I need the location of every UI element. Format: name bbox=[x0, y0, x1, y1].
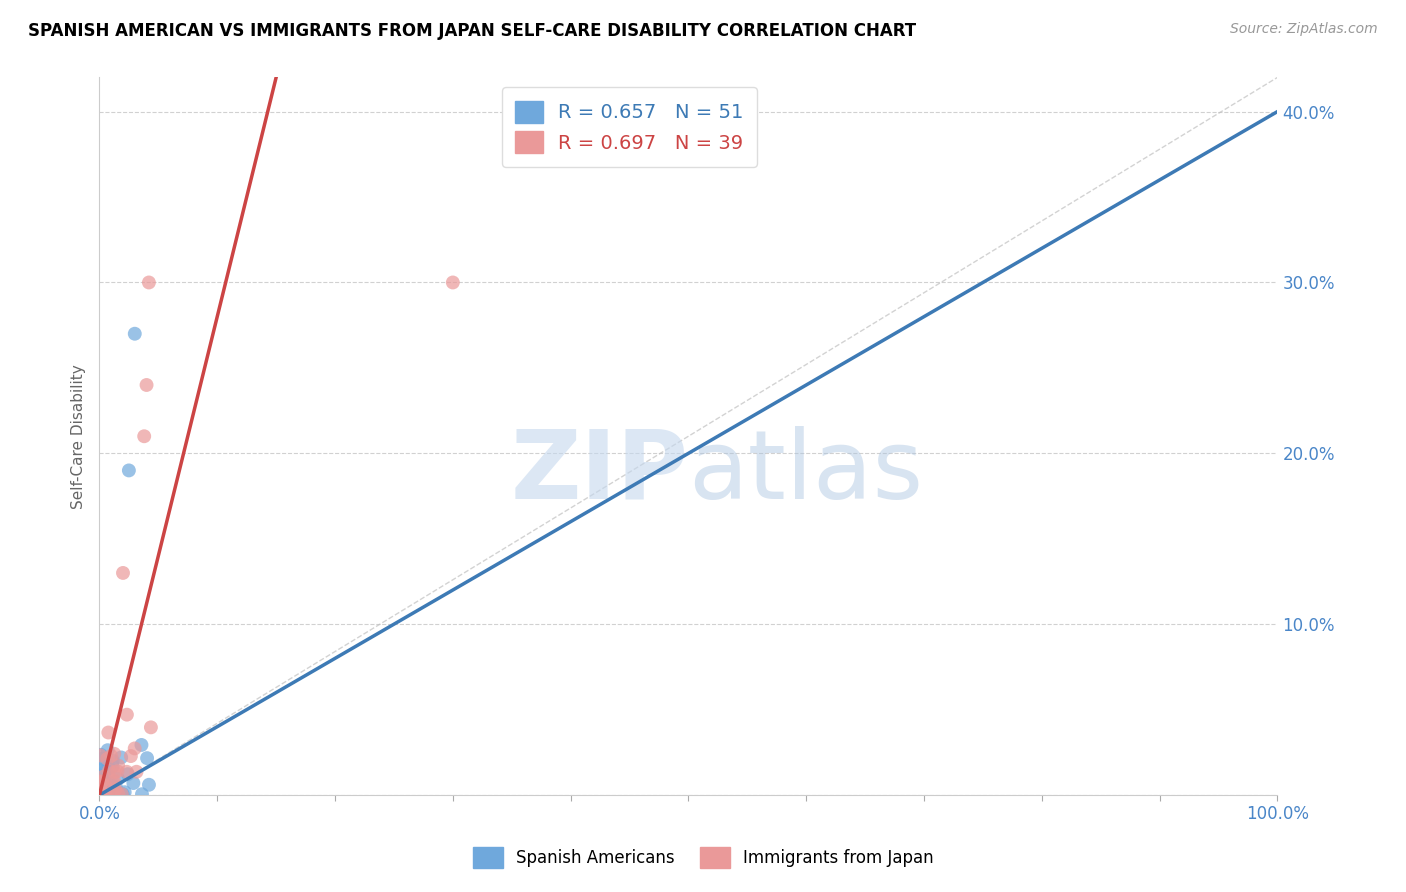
Text: SPANISH AMERICAN VS IMMIGRANTS FROM JAPAN SELF-CARE DISABILITY CORRELATION CHART: SPANISH AMERICAN VS IMMIGRANTS FROM JAPA… bbox=[28, 22, 917, 40]
Spanish Americans bbox=[97, 774, 120, 789]
Immigrants from Japan bbox=[89, 777, 111, 791]
Immigrants from Japan bbox=[101, 787, 124, 801]
Immigrants from Japan bbox=[135, 378, 157, 392]
Immigrants from Japan bbox=[89, 748, 111, 763]
Immigrants from Japan bbox=[91, 787, 114, 801]
Spanish Americans bbox=[94, 763, 117, 777]
Spanish Americans bbox=[131, 738, 153, 752]
Spanish Americans bbox=[93, 776, 115, 790]
Immigrants from Japan bbox=[125, 764, 148, 779]
Immigrants from Japan bbox=[94, 787, 117, 801]
Spanish Americans bbox=[89, 787, 111, 801]
Spanish Americans bbox=[89, 787, 111, 801]
Spanish Americans bbox=[89, 787, 111, 801]
Spanish Americans bbox=[93, 770, 115, 784]
Spanish Americans bbox=[90, 781, 112, 796]
Immigrants from Japan bbox=[89, 777, 111, 791]
Y-axis label: Self-Care Disability: Self-Care Disability bbox=[72, 364, 86, 508]
Immigrants from Japan bbox=[120, 749, 142, 764]
Spanish Americans bbox=[90, 787, 112, 801]
Spanish Americans bbox=[136, 751, 159, 765]
Spanish Americans bbox=[97, 743, 120, 757]
Immigrants from Japan bbox=[94, 787, 117, 801]
Immigrants from Japan bbox=[111, 566, 134, 580]
Immigrants from Japan bbox=[115, 707, 138, 722]
Immigrants from Japan bbox=[104, 782, 127, 797]
Text: ZIP: ZIP bbox=[510, 425, 689, 518]
Spanish Americans bbox=[118, 463, 141, 477]
Immigrants from Japan bbox=[103, 773, 125, 788]
Spanish Americans bbox=[93, 777, 115, 791]
Spanish Americans bbox=[107, 772, 129, 786]
Spanish Americans bbox=[101, 787, 124, 801]
Immigrants from Japan bbox=[111, 787, 134, 801]
Spanish Americans bbox=[101, 783, 124, 797]
Immigrants from Japan bbox=[96, 752, 118, 766]
Spanish Americans bbox=[89, 785, 111, 799]
Immigrants from Japan bbox=[91, 774, 114, 789]
Spanish Americans bbox=[131, 787, 153, 801]
Spanish Americans bbox=[90, 763, 112, 777]
Spanish Americans bbox=[124, 326, 146, 341]
Spanish Americans bbox=[111, 787, 134, 801]
Spanish Americans bbox=[105, 786, 128, 800]
Spanish Americans bbox=[110, 750, 132, 764]
Spanish Americans bbox=[117, 767, 139, 781]
Spanish Americans bbox=[101, 787, 124, 801]
Immigrants from Japan bbox=[134, 429, 156, 443]
Spanish Americans bbox=[91, 787, 114, 801]
Spanish Americans bbox=[91, 752, 114, 766]
Spanish Americans bbox=[114, 785, 136, 799]
Spanish Americans bbox=[91, 759, 114, 773]
Immigrants from Japan bbox=[89, 774, 111, 789]
Immigrants from Japan bbox=[139, 720, 162, 734]
Immigrants from Japan bbox=[98, 764, 121, 778]
Immigrants from Japan bbox=[441, 276, 464, 290]
Spanish Americans bbox=[138, 778, 160, 792]
Spanish Americans bbox=[91, 778, 114, 792]
Immigrants from Japan bbox=[103, 765, 125, 780]
Spanish Americans bbox=[89, 769, 111, 783]
Text: Source: ZipAtlas.com: Source: ZipAtlas.com bbox=[1230, 22, 1378, 37]
Immigrants from Japan bbox=[124, 741, 146, 756]
Immigrants from Japan bbox=[103, 747, 125, 761]
Spanish Americans bbox=[90, 747, 112, 762]
Spanish Americans bbox=[91, 787, 114, 801]
Legend: Spanish Americans, Immigrants from Japan: Spanish Americans, Immigrants from Japan bbox=[465, 840, 941, 875]
Immigrants from Japan bbox=[93, 787, 115, 801]
Spanish Americans bbox=[122, 776, 145, 790]
Immigrants from Japan bbox=[107, 787, 129, 801]
Spanish Americans bbox=[101, 759, 124, 773]
Spanish Americans bbox=[93, 787, 115, 801]
Immigrants from Japan bbox=[94, 787, 117, 801]
Immigrants from Japan bbox=[90, 787, 112, 801]
Immigrants from Japan bbox=[91, 770, 114, 784]
Legend: R = 0.657   N = 51, R = 0.697   N = 39: R = 0.657 N = 51, R = 0.697 N = 39 bbox=[502, 87, 758, 167]
Immigrants from Japan bbox=[138, 276, 160, 290]
Immigrants from Japan bbox=[107, 758, 129, 772]
Immigrants from Japan bbox=[115, 764, 138, 779]
Text: atlas: atlas bbox=[689, 425, 924, 518]
Immigrants from Japan bbox=[103, 776, 125, 790]
Spanish Americans bbox=[101, 754, 124, 768]
Spanish Americans bbox=[98, 787, 121, 801]
Spanish Americans bbox=[96, 787, 118, 801]
Immigrants from Japan bbox=[100, 748, 122, 763]
Spanish Americans bbox=[90, 787, 112, 801]
Spanish Americans bbox=[104, 780, 127, 794]
Immigrants from Japan bbox=[94, 779, 117, 793]
Immigrants from Japan bbox=[97, 725, 120, 739]
Spanish Americans bbox=[94, 787, 117, 801]
Spanish Americans bbox=[98, 787, 121, 801]
Spanish Americans bbox=[98, 761, 121, 775]
Immigrants from Japan bbox=[105, 764, 128, 779]
